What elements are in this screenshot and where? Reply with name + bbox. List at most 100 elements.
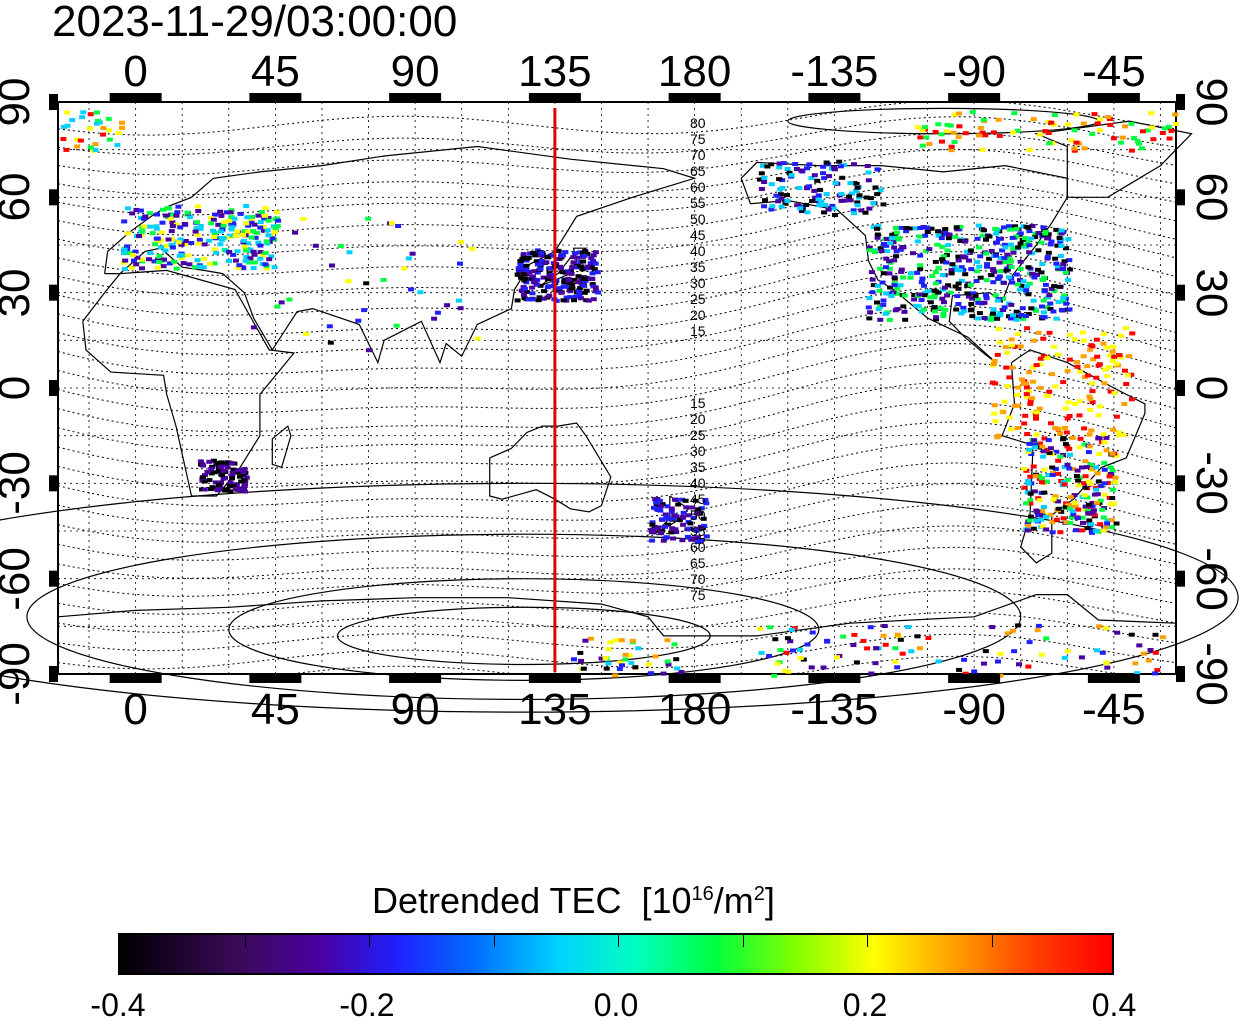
right-tick-mark: [1176, 475, 1185, 492]
tec-data-cell: [326, 324, 333, 329]
tec-data-cell: [1087, 347, 1094, 352]
tec-data-cell: [653, 500, 660, 505]
tec-data-cell: [1009, 235, 1016, 240]
tec-data-cell: [184, 210, 191, 215]
tec-data-cell: [519, 266, 526, 271]
tec-data-cell: [1015, 623, 1022, 628]
tec-data-cell: [917, 253, 924, 258]
tec-data-cell: [1011, 111, 1018, 116]
tec-data-cell: [660, 671, 667, 676]
tec-data-cell: [1173, 122, 1179, 126]
tec-data-cell: [851, 181, 858, 186]
tec-data-cell: [170, 212, 177, 217]
tec-data-cell: [1073, 140, 1080, 145]
tec-data-cell: [207, 261, 213, 266]
tec-data-cell: [922, 293, 928, 298]
tec-data-cell: [834, 655, 840, 660]
tec-data-cell: [535, 298, 542, 303]
tec-data-cell: [882, 642, 889, 647]
tec-data-cell: [916, 292, 923, 297]
tec-data-cell: [894, 307, 901, 312]
tec-data-cell: [837, 164, 844, 169]
tec-data-cell: [674, 666, 681, 671]
tec-data-cell: [518, 288, 525, 293]
tec-data-cell: [217, 209, 224, 214]
tec-data-cell: [1025, 265, 1032, 270]
tec-data-cell: [603, 666, 610, 671]
tec-data-cell: [1040, 449, 1047, 454]
tec-data-cell: [1034, 628, 1041, 633]
colorbar-unit-prefix: [10: [641, 880, 692, 921]
tec-data-cell: [1104, 345, 1111, 350]
tec-data-cell: [1101, 481, 1108, 486]
tec-data-cell: [676, 518, 683, 523]
tec-data-cell: [142, 214, 149, 219]
tec-data-cell: [1109, 349, 1116, 354]
tec-data-cell: [629, 638, 636, 643]
tec-data-cell: [589, 282, 596, 287]
tec-data-cell: [632, 665, 639, 670]
tec-data-cell: [553, 298, 560, 303]
tec-data-cell: [1075, 483, 1082, 488]
tec-data-cell: [917, 135, 924, 140]
tec-data-cell: [923, 225, 930, 230]
tec-data-cell: [1033, 363, 1040, 368]
tec-data-cell: [850, 208, 857, 213]
tec-data-cell: [1002, 260, 1009, 265]
tec-data-cell: [163, 243, 170, 248]
tec-data-cell: [1006, 314, 1012, 319]
tec-data-cell: [169, 220, 176, 225]
tec-data-cell: [1025, 479, 1032, 484]
tec-data-cell: [881, 624, 888, 628]
tec-data-cell: [1068, 138, 1075, 143]
right-tick-mark: [1176, 94, 1185, 110]
tec-data-cell: [1105, 115, 1112, 119]
tec-data-cell: [1129, 331, 1136, 336]
tec-data-cell: [886, 317, 893, 322]
tec-data-cell: [92, 142, 99, 147]
tec-data-cell: [581, 283, 588, 288]
tec-data-cell: [555, 248, 562, 253]
tec-data-cell: [964, 291, 971, 296]
left-tick-label: -60: [0, 546, 39, 611]
tec-data-cell: [540, 253, 547, 258]
tec-data-cell: [785, 669, 792, 674]
tec-data-cell: [989, 625, 996, 630]
tec-data-cell: [1074, 516, 1081, 521]
tec-data-cell: [1087, 396, 1094, 401]
tec-data-cell: [517, 261, 524, 266]
tec-data-cell: [1148, 111, 1155, 116]
tec-data-cell: [1045, 394, 1052, 398]
tec-data-cell: [1025, 481, 1032, 486]
tec-data-cell: [672, 527, 679, 532]
tec-data-cell: [679, 497, 686, 502]
tec-data-cell: [201, 487, 208, 492]
tec-data-cell: [939, 139, 945, 144]
tec-data-cell: [1001, 256, 1008, 261]
tec-data-cell: [1128, 397, 1135, 402]
left-tick-mark: [49, 189, 58, 206]
tec-data-cell: [160, 264, 167, 269]
tec-data-cell: [260, 228, 267, 233]
tec-data-cell: [1064, 444, 1071, 449]
tec-data-cell: [237, 211, 244, 216]
tec-data-cell: [1067, 502, 1074, 507]
tec-data-cell: [201, 256, 207, 261]
tec-data-cell: [137, 208, 144, 213]
right-tick-label: 60: [1187, 172, 1236, 222]
tec-data-cell: [1030, 365, 1037, 370]
tec-data-cell: [992, 293, 999, 298]
tec-data-cell: [570, 260, 577, 265]
tec-data-cell: [240, 470, 247, 474]
tec-data-cell: [914, 239, 921, 244]
tec-data-cell: [923, 249, 930, 253]
tec-data-cell: [1026, 243, 1033, 248]
left-tick-label: 0: [0, 343, 39, 433]
right-tick-label: -30: [1187, 451, 1236, 516]
tec-data-cell: [265, 216, 272, 221]
tec-data-cell: [975, 297, 981, 302]
tec-data-cell: [894, 286, 901, 291]
tec-data-cell: [132, 249, 139, 254]
tec-data-cell: [824, 638, 831, 643]
tec-data-cell: [523, 267, 530, 272]
